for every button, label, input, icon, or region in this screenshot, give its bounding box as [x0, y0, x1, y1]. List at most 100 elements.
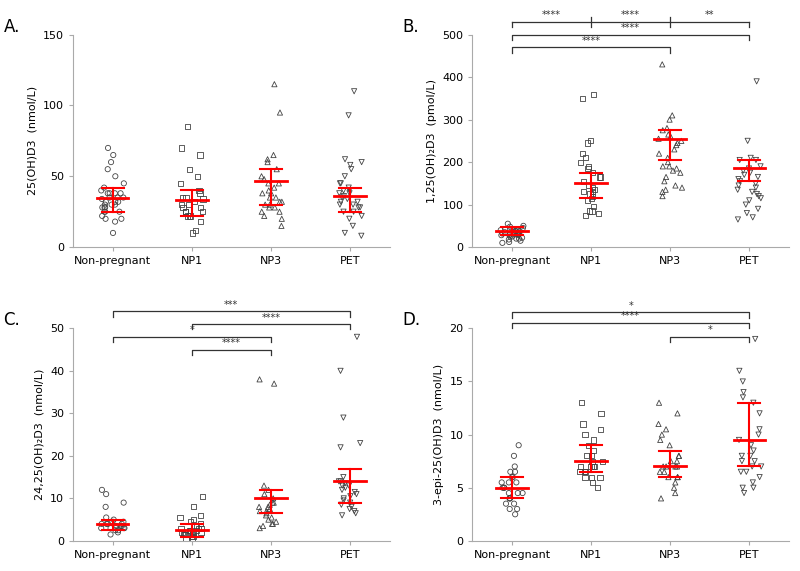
Point	[584, 190, 597, 199]
Point	[514, 236, 527, 246]
Point	[754, 162, 767, 171]
Point	[186, 532, 199, 541]
Point	[506, 232, 518, 241]
Point	[348, 488, 361, 497]
Point	[498, 225, 511, 234]
Point	[660, 172, 673, 182]
Point	[586, 191, 599, 200]
Point	[110, 524, 122, 533]
Point	[754, 462, 767, 471]
Point	[587, 446, 600, 455]
Point	[100, 513, 113, 522]
Point	[582, 164, 594, 173]
Point	[746, 213, 759, 222]
Point	[338, 496, 350, 505]
Point	[748, 457, 761, 466]
Point	[186, 228, 199, 238]
Point	[587, 90, 600, 99]
Point	[663, 441, 676, 450]
Point	[737, 388, 750, 397]
Point	[336, 193, 349, 202]
Point	[496, 229, 509, 238]
Point	[268, 79, 281, 89]
Point	[183, 211, 196, 220]
Point	[268, 183, 281, 192]
Point	[345, 164, 358, 174]
Point	[731, 185, 744, 194]
Point	[750, 190, 763, 199]
Point	[174, 524, 187, 533]
Point	[659, 185, 672, 194]
Point	[750, 179, 762, 188]
Point	[744, 168, 757, 178]
Point	[586, 202, 599, 211]
Point	[511, 226, 524, 235]
Point	[95, 519, 108, 528]
Point	[574, 462, 586, 471]
Point	[273, 179, 286, 188]
Point	[583, 207, 596, 216]
Point	[334, 197, 347, 206]
Point	[338, 494, 350, 503]
Point	[258, 211, 270, 220]
Point	[346, 200, 359, 209]
Point	[177, 530, 190, 539]
Point	[670, 140, 682, 150]
Point	[197, 194, 210, 203]
Text: ****: ****	[621, 23, 640, 33]
Point	[496, 483, 509, 492]
Point	[674, 168, 686, 178]
Point	[739, 200, 752, 209]
Point	[253, 502, 266, 512]
Point	[585, 451, 598, 460]
Point	[585, 462, 598, 471]
Point	[512, 231, 525, 240]
Point	[502, 235, 515, 244]
Point	[516, 233, 529, 242]
Point	[676, 183, 689, 192]
Point	[254, 524, 266, 533]
Point	[752, 191, 765, 200]
Point	[104, 530, 117, 539]
Point	[575, 398, 588, 407]
Point	[652, 134, 665, 143]
Point	[109, 172, 122, 181]
Point	[346, 222, 359, 231]
Point	[102, 519, 114, 528]
Point	[175, 143, 188, 152]
Point	[502, 488, 515, 497]
Point	[333, 477, 346, 486]
Point	[586, 194, 598, 203]
Point	[112, 526, 125, 535]
Point	[736, 483, 749, 492]
Point	[737, 393, 750, 402]
Point	[509, 226, 522, 235]
Point	[115, 214, 128, 223]
Point	[670, 164, 683, 173]
Point	[351, 197, 364, 206]
Point	[196, 207, 209, 216]
Point	[737, 166, 750, 175]
Point	[752, 204, 765, 214]
Point	[506, 225, 519, 234]
Point	[669, 462, 682, 471]
Point	[591, 483, 604, 492]
Point	[510, 478, 522, 487]
Text: ****: ****	[621, 10, 640, 20]
Point	[275, 197, 288, 206]
Point	[194, 524, 207, 533]
Point	[194, 188, 206, 198]
Point	[658, 176, 670, 186]
Text: ****: ****	[621, 311, 640, 321]
Point	[576, 94, 589, 103]
Point	[266, 519, 279, 528]
Point	[670, 462, 683, 471]
Point	[669, 488, 682, 497]
Point	[499, 499, 512, 508]
Point	[579, 153, 592, 162]
Point	[194, 511, 207, 520]
Point	[338, 479, 351, 488]
Point	[337, 186, 350, 195]
Point	[669, 478, 682, 487]
Point	[503, 494, 516, 503]
